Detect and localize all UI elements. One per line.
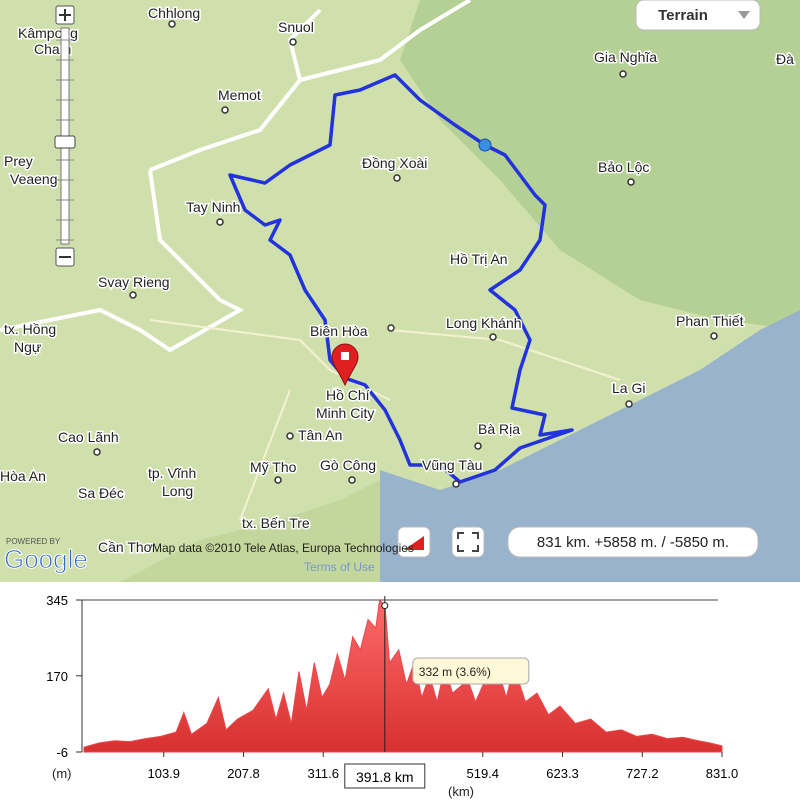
terms-link[interactable]: Terms of Use [304,560,375,574]
place-label: Cần Thơ [98,539,153,555]
place-label: Sa Đéc [78,485,124,501]
route [228,73,574,484]
y-tick-label: 345 [46,593,68,608]
place-label: Bà Rịa [478,421,520,437]
google-logo: Google [4,544,88,574]
route-stats: 831 km. +5858 m. / -5850 m. [537,534,729,551]
place-label: La Gi [612,380,645,396]
town-dot [93,448,101,456]
x-tick-label: 623.3 [546,766,579,781]
zoom-thumb[interactable] [54,135,76,149]
elevation-area [83,598,723,753]
x-tick-label: 519.4 [466,766,499,781]
place-label: Chhlong [148,5,200,21]
cursor-label-box [344,763,426,789]
position-marker [478,138,492,152]
place-label: Memot [218,87,261,103]
place-label: Prey [4,153,33,169]
tooltip: 332 m (3.6%) [419,665,491,679]
map-type[interactable]: Terrain [635,0,761,31]
map-type-button[interactable] [635,0,761,31]
place-label: Đồng Xoài [362,155,427,171]
place-label: Tân An [298,427,342,443]
place-label: Gia Nghĩa [594,49,657,65]
cursor-label: 391.8 km [356,769,414,785]
x-tick-label: 831.0 [706,766,739,781]
start-pin [331,343,359,387]
tooltip-box [412,657,530,685]
town-dot [619,70,627,78]
town-dot [393,174,401,182]
place-label: Hồ Chí [326,387,370,403]
place-label: Ngự [14,339,41,355]
pin [331,343,359,387]
town-dot [452,480,460,488]
stats-box [507,526,759,558]
place-label: Mỹ Tho [250,459,297,475]
fullscreen-button[interactable] [451,526,485,558]
town-dot [274,476,282,484]
town-dot [474,442,482,450]
highlands [400,0,800,330]
town-dots [93,20,718,488]
town-dot [286,432,294,440]
plus-icon [59,9,71,21]
town-dot [625,400,633,408]
fullscreen-icon [457,532,479,552]
place-label: tp. Vĩnh [148,465,196,481]
town-dot [489,333,497,341]
town-dot [627,178,635,186]
x-tick-label: 727.2 [626,766,659,781]
place-label: Tay Ninh [186,199,240,215]
x-axis-label: (km) [448,784,474,799]
y-axis-label: (m) [52,766,72,781]
town-dot [348,476,356,484]
y-tick-label: 170 [46,669,68,684]
town-dot [221,106,229,114]
place-label: Snuol [278,19,314,35]
x-tick-label: 311.6 [307,766,339,781]
dropdown-arrow [738,11,750,19]
place-label: Biên Hòa [310,323,368,339]
town-dot [710,332,718,340]
place-label: tx. Hồng [4,321,56,337]
town-dot [387,324,395,332]
x-tick-label: 103.9 [147,766,180,781]
pin-glyph [341,352,349,360]
place-label: Long [162,483,193,499]
place-label: Veaeng [10,171,58,187]
place-label: Đà [776,51,794,67]
place-label: Minh City [316,405,374,421]
sea [380,310,800,582]
place-label: Vũng Tàu [422,457,482,473]
controls: 831 km. +5858 m. / -5850 m. [397,526,759,558]
y-tick-label: -6 [56,745,68,760]
map-type-label: Terrain [658,7,708,24]
place-label: Cao Lãnh [58,429,119,445]
place-label: Hồ Trị An [450,251,508,267]
zoom-control [54,5,76,267]
town-dot [129,291,137,299]
cursor-dot [381,602,389,610]
place-label: Long Khánh [446,315,522,331]
profile-icon [404,536,424,550]
map[interactable]: Chhlong Snuol Kâmpong Cham Memot Gia Ngh… [0,0,800,582]
place-label: Gò Công [320,457,376,473]
place-label: Hòa An [0,468,46,484]
place-label: Svay Rieng [98,274,170,290]
place-label: Phan Thiết [676,313,744,329]
place-label: Bảo Lộc [598,159,649,175]
town-dot [168,20,176,28]
delta [120,480,380,582]
place-label: tx. Bến Tre [242,515,310,531]
x-tick-label: 207.8 [227,766,260,781]
attribution: Map data ©2010 Tele Atlas, Europa Techno… [152,541,414,555]
elevation-chart: (m) (km) -6 170 345 103.9 207.8 311.6 519.4 623… [46,593,739,799]
powered-by: POWERED BY [6,537,61,546]
town-dot [216,218,224,226]
border [0,0,472,353]
zoom-ticks [56,39,74,241]
town-dot [289,38,297,46]
